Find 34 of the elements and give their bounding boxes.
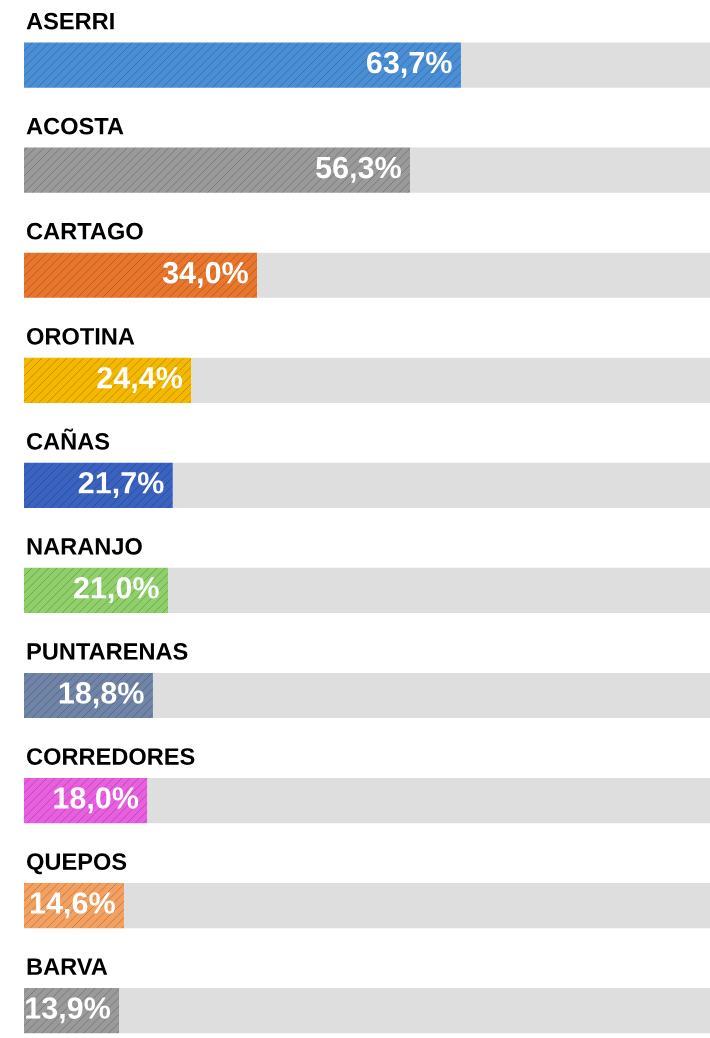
bar bbox=[147, 777, 710, 824]
y-tick-label: ACOSTA bbox=[26, 117, 124, 135]
y-tick-label: NARANJO bbox=[27, 538, 142, 555]
y-tick-label: OROTINA bbox=[27, 327, 135, 345]
y-tick-label: CORREDORES bbox=[27, 748, 195, 765]
bar bbox=[410, 147, 710, 193]
bar bbox=[24, 147, 411, 193]
bar bbox=[24, 42, 461, 88]
bar bbox=[24, 462, 173, 508]
data-label: 24,4% bbox=[97, 366, 183, 393]
y-tick-label: CARTAGO bbox=[27, 222, 143, 240]
y-tick-label: CAÑAS bbox=[27, 428, 110, 450]
y-tick-label: ASERRI bbox=[26, 12, 114, 30]
bar bbox=[119, 988, 710, 1034]
data-label: 14,6% bbox=[30, 892, 115, 919]
data-label: 34,0% bbox=[162, 261, 248, 288]
bar bbox=[152, 672, 710, 719]
data-label: 18,0% bbox=[54, 787, 139, 814]
bar bbox=[172, 462, 710, 508]
data-label: 56,3% bbox=[316, 156, 401, 183]
data-label: 63,7% bbox=[366, 51, 452, 78]
y-tick-label: PUNTARENAS bbox=[27, 643, 188, 660]
data-label: 21,0% bbox=[74, 577, 159, 604]
bar bbox=[124, 883, 710, 929]
bar bbox=[257, 252, 710, 298]
data-label: 18,8% bbox=[59, 682, 144, 709]
bar bbox=[191, 357, 710, 403]
data-label: 21,7% bbox=[78, 471, 164, 499]
y-tick-label: BARVA bbox=[27, 958, 108, 975]
y-tick-label: QUEPOS bbox=[27, 853, 127, 875]
data-label: 13,9% bbox=[26, 997, 111, 1024]
bar bbox=[168, 567, 710, 614]
bar bbox=[24, 252, 258, 298]
bar bbox=[460, 42, 710, 88]
